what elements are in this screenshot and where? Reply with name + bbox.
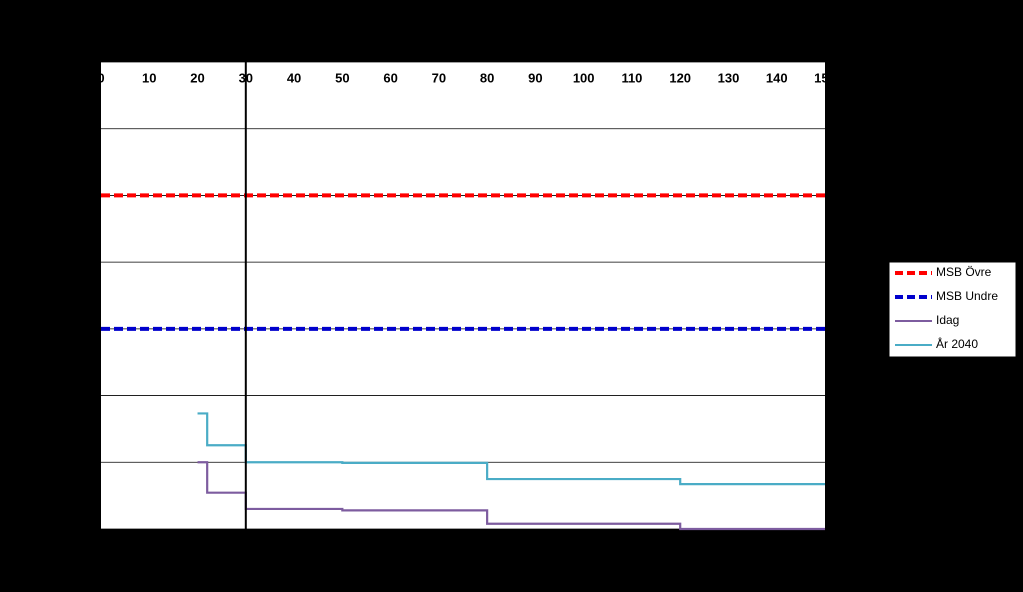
x-tick-label: 20: [190, 70, 204, 85]
legend-items: MSB Övre MSB Undre Idag År 2040: [895, 265, 998, 351]
legend-label: Idag: [936, 313, 959, 327]
x-tick-label: 10: [142, 70, 156, 85]
series-line: [197, 412, 825, 486]
legend: [888, 261, 1017, 358]
x-tick-label: 120: [669, 70, 691, 85]
x-tick-label: 50: [335, 70, 349, 85]
x-tick-label: 140: [766, 70, 788, 85]
x-tick-label: 80: [480, 70, 494, 85]
x-tick-label: 90: [528, 70, 542, 85]
x-tick-label: 30: [239, 70, 253, 85]
plot-area: [101, 62, 825, 529]
x-tick-label: 110: [621, 70, 642, 85]
x-tick-label: 100: [573, 70, 595, 85]
series-line: [197, 461, 825, 531]
x-tick-label: 40: [287, 70, 301, 85]
x-tick-label: 60: [383, 70, 397, 85]
x-tick-label: 130: [718, 70, 740, 85]
series-lines: [101, 62, 825, 531]
x-tick-label: 0: [97, 70, 104, 85]
x-tick-label: 70: [432, 70, 446, 85]
x-tick-label: 150: [814, 70, 836, 85]
x-ticks: 0 10 20 30 40 50 60 70 80 90 100 110 120 130 140 150: [97, 70, 836, 85]
legend-label: MSB Övre: [936, 265, 992, 279]
legend-label: MSB Undre: [936, 289, 998, 303]
legend-label: År 2040: [936, 336, 978, 351]
